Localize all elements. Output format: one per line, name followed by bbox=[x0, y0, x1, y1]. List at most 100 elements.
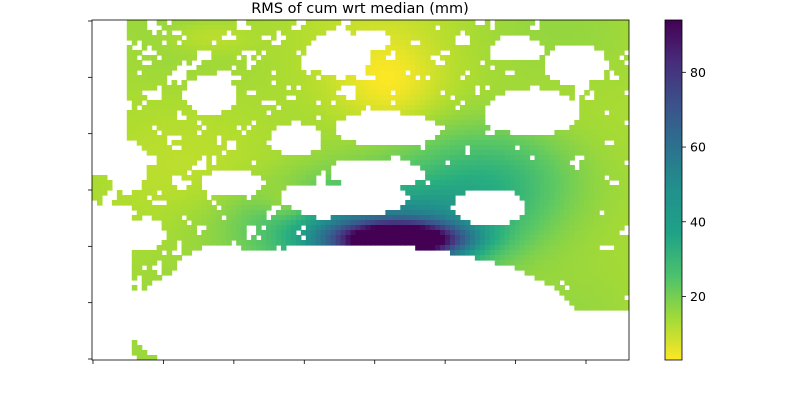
heatmap-cell bbox=[594, 305, 600, 311]
heatmap-cell bbox=[474, 75, 481, 81]
heatmap-cell bbox=[166, 200, 173, 206]
heatmap-cell bbox=[534, 225, 541, 231]
heatmap-cell bbox=[261, 220, 267, 226]
heatmap-cell bbox=[385, 60, 391, 66]
heatmap-cell bbox=[310, 235, 317, 241]
heatmap-cell bbox=[315, 25, 322, 31]
heatmap-cell bbox=[330, 135, 337, 141]
heatmap-cell bbox=[559, 285, 565, 291]
heatmap-cell bbox=[146, 355, 153, 360]
heatmap-cell bbox=[156, 275, 163, 281]
heatmap-cell bbox=[131, 75, 138, 81]
heatmap-cell bbox=[544, 135, 551, 141]
heatmap-cell bbox=[146, 270, 153, 276]
heatmap-cell bbox=[624, 220, 629, 226]
heatmap-cell bbox=[430, 70, 436, 76]
heatmap-cell bbox=[415, 240, 421, 246]
heatmap-cell bbox=[181, 250, 188, 256]
heatmap-cell bbox=[469, 100, 476, 106]
heatmap-cell bbox=[450, 155, 456, 161]
heatmap-cell bbox=[161, 225, 168, 231]
heatmap-cell bbox=[400, 110, 406, 116]
heatmap-cell bbox=[524, 250, 531, 256]
heatmap-cell bbox=[191, 215, 198, 221]
heatmap-cell bbox=[211, 115, 217, 121]
heatmap-cell bbox=[161, 135, 168, 141]
heatmap-cell bbox=[405, 75, 411, 81]
heatmap-cell bbox=[539, 250, 546, 256]
heatmap-cell bbox=[196, 45, 202, 51]
heatmap-cell bbox=[161, 65, 168, 71]
heatmap-cell bbox=[256, 105, 262, 111]
heatmap-cell bbox=[196, 235, 202, 241]
heatmap-cell bbox=[395, 145, 401, 151]
heatmap-cell bbox=[285, 230, 292, 236]
heatmap-cell bbox=[251, 110, 257, 116]
heatmap-cell bbox=[464, 230, 471, 236]
heatmap-cell bbox=[171, 120, 178, 126]
heatmap-cell bbox=[226, 20, 232, 26]
heatmap-cell bbox=[181, 130, 188, 136]
heatmap-cell bbox=[420, 225, 426, 231]
heatmap-cell bbox=[290, 30, 297, 36]
heatmap-cell bbox=[305, 165, 312, 171]
heatmap-cell bbox=[375, 235, 381, 241]
heatmap-cell bbox=[539, 140, 546, 146]
heatmap-cell bbox=[430, 155, 436, 161]
heatmap-cell bbox=[474, 30, 481, 36]
heatmap-cell bbox=[315, 95, 322, 101]
heatmap-cell bbox=[569, 180, 575, 186]
heatmap-cell bbox=[440, 175, 446, 181]
heatmap-cell bbox=[271, 45, 277, 51]
heatmap-cell bbox=[171, 215, 178, 221]
heatmap-cell bbox=[280, 205, 287, 211]
heatmap-cell bbox=[295, 155, 302, 161]
heatmap-cell bbox=[231, 125, 237, 131]
heatmap-cell bbox=[206, 45, 212, 51]
heatmap-cell bbox=[494, 25, 501, 31]
heatmap-cell bbox=[445, 120, 451, 126]
heatmap-cell bbox=[624, 20, 629, 26]
heatmap-cell bbox=[514, 160, 521, 166]
heatmap-cell bbox=[226, 235, 232, 241]
heatmap-cell bbox=[151, 110, 158, 116]
heatmap-cell bbox=[350, 75, 357, 81]
heatmap-cell bbox=[619, 300, 625, 306]
heatmap-cell bbox=[226, 60, 232, 66]
heatmap-cell bbox=[464, 160, 471, 166]
heatmap-cell bbox=[186, 25, 193, 31]
heatmap-cell bbox=[415, 25, 421, 31]
heatmap-cell bbox=[425, 115, 431, 121]
heatmap-cell bbox=[350, 105, 357, 111]
heatmap-cell bbox=[599, 150, 605, 156]
heatmap-cell bbox=[609, 165, 615, 171]
heatmap-cell bbox=[141, 110, 148, 116]
heatmap-cell bbox=[430, 30, 436, 36]
heatmap-cell bbox=[544, 270, 551, 276]
heatmap-cell bbox=[479, 230, 486, 236]
heatmap-cell bbox=[261, 185, 267, 191]
heatmap-cell bbox=[430, 105, 436, 111]
heatmap-cell bbox=[335, 20, 342, 26]
heatmap-cell bbox=[454, 95, 461, 101]
heatmap-cell bbox=[559, 35, 565, 41]
heatmap-cell bbox=[126, 70, 133, 76]
heatmap-cell bbox=[236, 65, 242, 71]
heatmap-cell bbox=[290, 45, 297, 51]
heatmap-cell bbox=[256, 200, 262, 206]
heatmap-cell bbox=[405, 35, 411, 41]
heatmap-cell bbox=[126, 65, 133, 71]
heatmap-cell bbox=[564, 90, 570, 96]
heatmap-cell bbox=[599, 125, 605, 131]
heatmap-cell bbox=[609, 195, 615, 201]
heatmap-cell bbox=[450, 185, 456, 191]
heatmap-cell bbox=[604, 20, 610, 26]
heatmap-cell bbox=[489, 165, 496, 171]
heatmap-cell bbox=[459, 180, 466, 186]
heatmap-cell bbox=[131, 250, 138, 256]
heatmap-cell bbox=[166, 85, 173, 91]
heatmap-cell bbox=[375, 50, 381, 56]
heatmap-cell bbox=[370, 150, 377, 156]
heatmap-cell bbox=[325, 235, 332, 241]
heatmap-cell bbox=[435, 200, 441, 206]
